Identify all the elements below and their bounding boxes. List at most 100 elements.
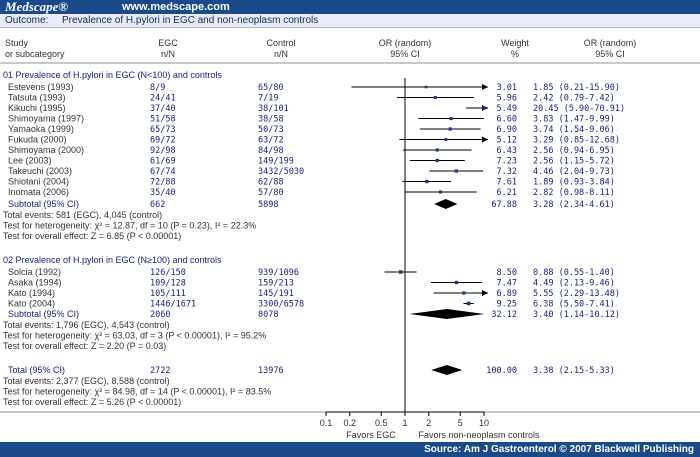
group2-study-2-weight: 6.89 (497, 289, 517, 299)
or-subheader: 95% CI (390, 49, 420, 59)
group1-study-4-weight: 6.90 (497, 125, 517, 135)
or-header: OR (random) (379, 38, 432, 48)
egc-subheader: n/N (161, 49, 175, 59)
group1-study-4-or-ci: 3.74 (1.54-9.06) (533, 125, 615, 135)
group1-subtotal-diamond (434, 199, 458, 209)
group1-study-1-or-ci: 2.42 (0.79-7.42) (533, 94, 615, 104)
group1-title: 01 Prevalence of H.pylori in EGC (N<100)… (3, 70, 222, 80)
group1-study-4-control: 50/73 (258, 125, 284, 135)
group1-subtotal-name: Subtotal (95% CI) (8, 199, 79, 209)
group1-study-5-name: Fukuda (2000) (8, 135, 67, 145)
group1-study-2-weight: 5.49 (497, 104, 517, 114)
group1-study-0-weight: 3.01 (497, 83, 517, 93)
group1-subtotal-weight: 67.88 (491, 200, 517, 210)
group2-study-0-or-ci: 0.88 (0.55-1.40) (533, 268, 615, 278)
control-header: Control (266, 38, 295, 48)
total-control: 13976 (258, 366, 284, 376)
group1-study-0-point (424, 85, 428, 89)
group1-study-8-weight: 7.32 (497, 167, 517, 177)
group1-study-2-egc: 37/40 (150, 104, 176, 114)
group1-subtotal-egc: 662 (150, 200, 165, 210)
total-diamond (431, 365, 463, 375)
group1-study-7-control: 149/199 (258, 157, 294, 167)
control-subheader: n/N (274, 49, 288, 59)
egc-header: EGC (158, 38, 178, 48)
group1-study-5-weight: 5.12 (497, 136, 517, 146)
group1-study-6-control: 84/98 (258, 146, 284, 156)
group2-study-1-or-ci: 4.49 (2.13-9.46) (533, 279, 615, 289)
group2-study-1-point (454, 280, 459, 285)
group1-study-8-egc: 67/74 (150, 167, 176, 177)
group1-study-0-ci-arrow (482, 84, 488, 90)
group1-study-8-control: 3432/5030 (258, 167, 304, 177)
total-stat-0: Total events: 2,377 (EGC), 8,588 (contro… (3, 376, 170, 386)
group1-study-10-weight: 6.21 (497, 188, 517, 198)
group1-study-2-name: Kikuchi (1995) (8, 103, 66, 113)
group1-study-6-name: Shimoyama (2000) (8, 145, 84, 155)
group2-study-3-egc: 1446/1671 (150, 300, 196, 310)
group1-study-10-or-ci: 2.82 (0.98-8.11) (533, 188, 615, 198)
total-egc: 2722 (150, 366, 170, 376)
group2-subtotal-weight: 32.12 (491, 310, 517, 320)
outcome-label: Outcome: (5, 15, 49, 26)
weight-header: Weight (501, 38, 529, 48)
group1-study-9-point (425, 179, 429, 184)
x-right-label: Favors non-neoplasm controls (418, 430, 540, 440)
group2-study-1-egc: 109/128 (150, 279, 186, 289)
group1-study-4-point (448, 127, 452, 131)
or-ci-subheader: 95% CI (595, 49, 625, 59)
x-tick-label-0: 0.1 (320, 418, 333, 428)
group1-study-3-point (449, 116, 453, 121)
group2-study-0-name: Solcia (1992) (8, 267, 61, 277)
group1-study-5-egc: 69/72 (150, 136, 176, 146)
group2-study-3-name: Kato (2004) (8, 299, 55, 309)
group1-study-10-point (439, 190, 443, 194)
total-stat-2: Test for overall effect: Z = 5.26 (P < 0… (3, 397, 181, 407)
group2-study-1-control: 159/213 (258, 279, 294, 289)
group2-subtotal-egc: 2060 (150, 310, 170, 320)
site-url[interactable]: www.medscape.com (122, 1, 230, 13)
group2-study-1-weight: 7.47 (497, 279, 517, 289)
group1-study-4-egc: 65/73 (150, 125, 176, 135)
group1-subtotal-or-ci: 3.28 (2.34-4.61) (533, 200, 615, 210)
study-subheader: or subcategory (5, 49, 65, 59)
source-credit: Source: Am J Gastroenterol © 2007 Blackw… (424, 444, 694, 455)
group1-study-1-control: 7/19 (258, 94, 278, 104)
group1-study-10-control: 57/80 (258, 188, 284, 198)
group2-study-2-or-ci: 5.55 (2.29-13.48) (533, 289, 620, 299)
group1-study-6-egc: 92/98 (150, 146, 176, 156)
group1-study-7-or-ci: 2.56 (1.15-5.72) (533, 157, 615, 167)
group1-study-0-egc: 8/9 (150, 83, 165, 93)
group1-study-0-or-ci: 1.85 (0.21-15.90) (533, 83, 620, 93)
x-left-label: Favors EGC (346, 430, 396, 440)
group2-study-2-control: 145/191 (258, 289, 294, 299)
group2-study-0-control: 939/1096 (258, 268, 299, 278)
group1-study-5-point (444, 138, 448, 141)
brand-logo: Medscape® (5, 0, 69, 14)
group1-study-6-or-ci: 2.56 (0.94-6.95) (533, 146, 615, 156)
group1-study-7-point (435, 158, 439, 163)
group1-study-1-name: Tatsuta (1993) (8, 93, 66, 103)
group1-study-1-egc: 24/41 (150, 94, 176, 104)
group2-stat-0: Total events: 1,796 (EGC), 4,543 (contro… (3, 320, 170, 330)
group1-study-0-control: 65/80 (258, 83, 284, 93)
header-bar: Medscape® www.medscape.com (0, 0, 700, 14)
group1-study-8-name: Takeuchi (2003) (8, 166, 72, 176)
group1-study-5-control: 63/72 (258, 136, 284, 146)
group2-study-0-egc: 126/150 (150, 268, 186, 278)
group1-study-3-or-ci: 3.83 (1.47-9.99) (533, 115, 615, 125)
group2-study-3-control: 3300/6578 (258, 300, 304, 310)
group1-study-5-or-ci: 3.29 (0.85-12.68) (533, 136, 620, 146)
group1-study-3-control: 38/58 (258, 115, 284, 125)
group2-stat-2: Test for overall effect: Z = 2.20 (P = 0… (3, 341, 166, 351)
total-weight: 100.00 (486, 366, 517, 376)
group2-stat-1: Test for heterogeneity: χ² = 63.03, df =… (3, 331, 266, 341)
group2-study-1-name: Asaka (1994) (8, 278, 62, 288)
group2-subtotal-control: 8078 (258, 310, 278, 320)
group1-study-3-egc: 51/58 (150, 115, 176, 125)
group2-subtotal-name: Subtotal (95% CI) (8, 309, 79, 319)
group2-study-0-point (398, 270, 403, 274)
group2-study-3-weight: 9.25 (497, 300, 517, 310)
x-tick-label-5: 5 (458, 418, 463, 428)
group1-study-4-name: Yamaoka (1999) (8, 124, 74, 134)
